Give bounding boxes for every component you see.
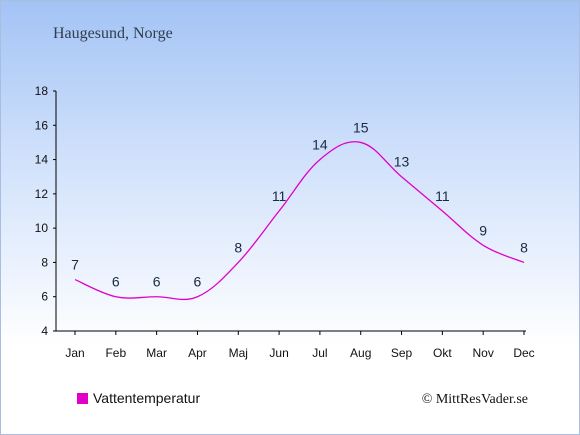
x-tick-label: Jun [269, 346, 288, 360]
x-tick-label: Dec [513, 346, 534, 360]
data-labels: 7 6 6 6 8 11 14 15 13 11 9 8 [71, 119, 528, 289]
y-tick-label: 16 [35, 118, 49, 132]
data-label: 14 [312, 137, 328, 153]
x-tick-label: Okt [433, 346, 452, 360]
chart-title: Haugesund, Norge [53, 25, 173, 42]
x-tick-label: Maj [229, 346, 248, 360]
y-tick-label: 12 [35, 187, 49, 201]
y-tick-label: 8 [41, 255, 48, 269]
axes [55, 91, 526, 332]
x-tick-label: Jul [312, 346, 327, 360]
y-tick-label: 10 [35, 221, 49, 235]
data-label: 15 [353, 119, 369, 135]
data-label: 6 [153, 274, 161, 290]
y-tick-label: 4 [41, 324, 48, 338]
x-tick-label: Mar [146, 346, 167, 360]
series-line-vattentemperatur [74, 141, 525, 301]
data-label: 11 [435, 188, 450, 204]
x-tick-label: Nov [473, 346, 494, 360]
credit-text: © MittResVader.se [422, 392, 528, 407]
x-tick-label: Aug [350, 346, 371, 360]
x-tick-label: Feb [105, 346, 126, 360]
data-label: 13 [394, 154, 410, 170]
y-ticks: 4 6 8 10 12 14 16 18 [35, 84, 56, 338]
y-tick-label: 18 [35, 84, 49, 98]
x-tick-label: Sep [391, 346, 413, 360]
y-tick-label: 6 [41, 290, 48, 304]
x-ticks: Jan Feb Mar Apr Maj Jun Jul Aug Sep Okt Nov Dec [65, 331, 535, 360]
data-label: 8 [520, 239, 528, 255]
data-label: 7 [71, 257, 79, 273]
data-label: 8 [234, 239, 242, 255]
data-label: 11 [272, 188, 287, 204]
x-tick-label: Jan [65, 346, 84, 360]
data-label: 9 [479, 222, 487, 238]
legend-swatch [77, 393, 88, 404]
y-tick-label: 14 [35, 153, 49, 167]
legend-label: Vattentemperatur [93, 390, 200, 406]
legend: Vattentemperatur [77, 390, 200, 406]
x-tick-label: Apr [188, 346, 207, 360]
data-label: 6 [194, 274, 202, 290]
data-label: 6 [112, 274, 120, 290]
